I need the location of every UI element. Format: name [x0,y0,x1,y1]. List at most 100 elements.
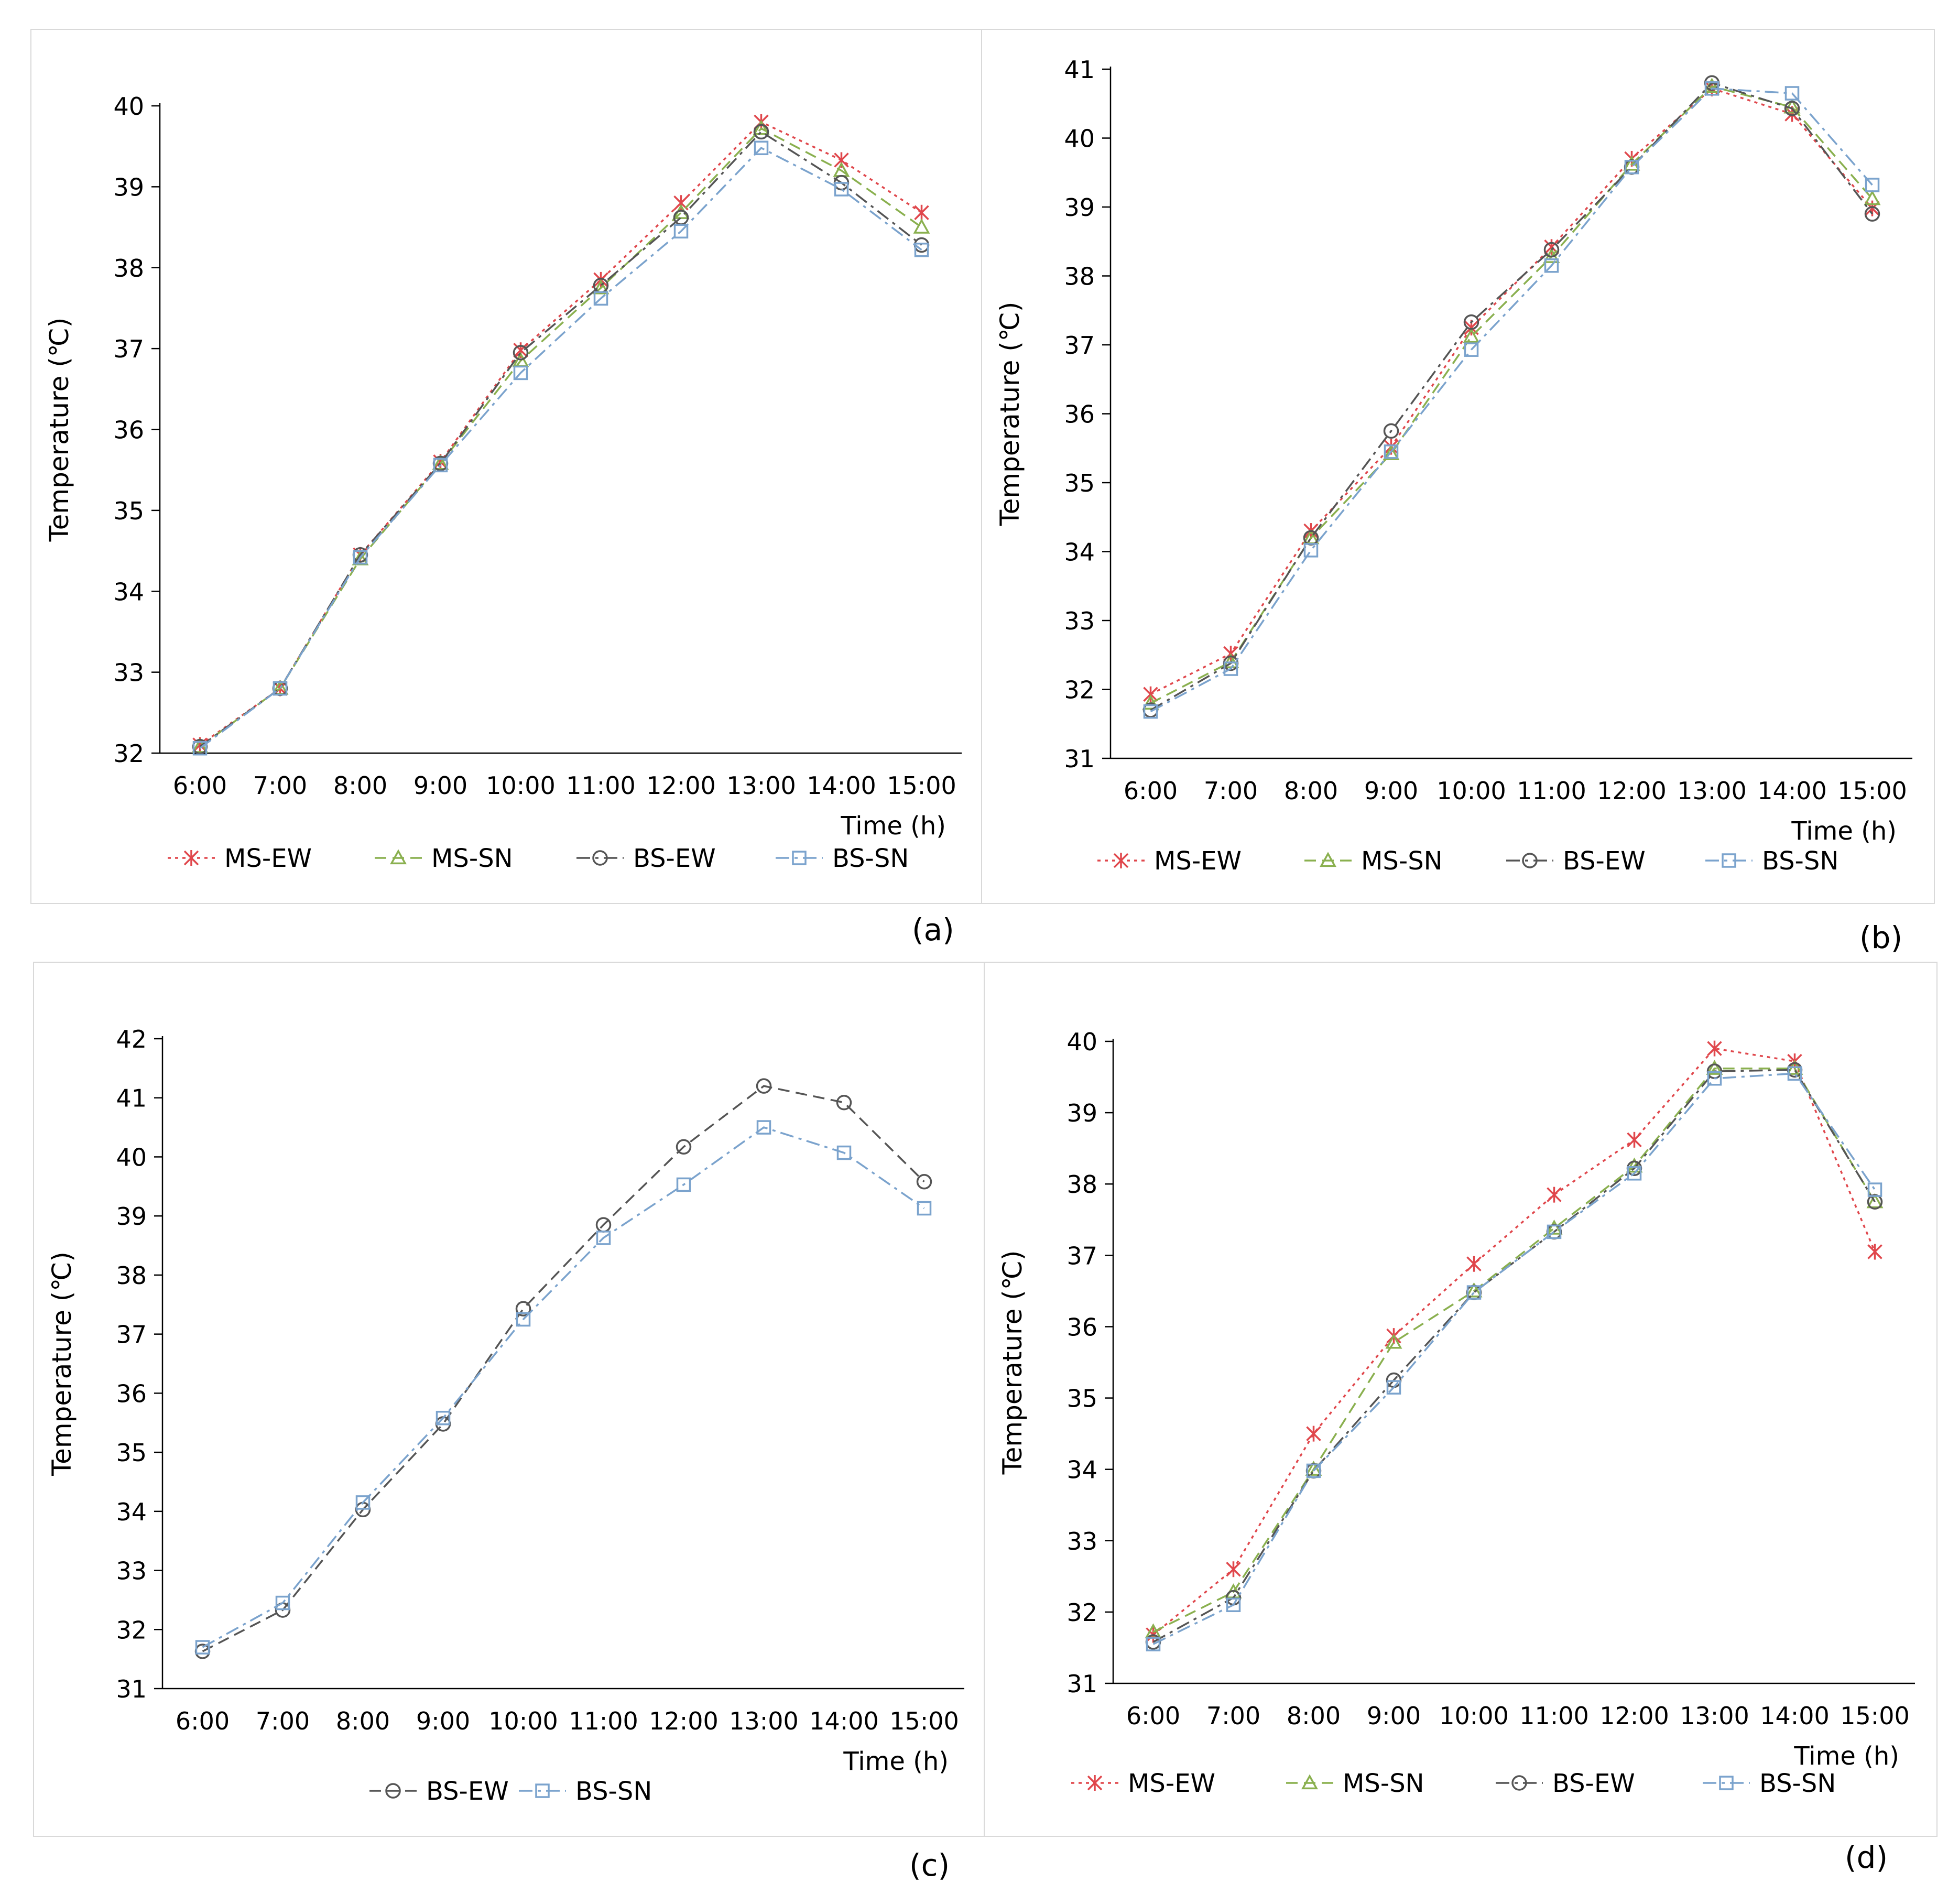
y-tick-label: 35 [1066,1385,1097,1413]
chart-panel-b: 31 32 33 34 35 36 37 38 39 40 41 6:00 7:00 8:00 9:00 10… [981,29,1935,904]
y-tick-label: 32 [1064,676,1095,704]
y-tick-label: 34 [116,1498,147,1526]
chart-panel-d: 31 32 33 34 35 36 37 38 39 40 6:00 7:00 8:00 9:00 10:0… [984,962,1938,1837]
y-tick-label: 33 [1064,607,1095,635]
legend-marker [1320,852,1336,867]
x-axis-label: Time (h) [843,1747,949,1776]
data-point-bs-sn [836,1145,852,1160]
data-point-bs-sn [355,1495,371,1510]
x-tick-label: 15:00 [1837,777,1907,805]
data-point-bs-sn [1865,178,1880,192]
y-tick-label: 33 [113,659,144,687]
y-tick-label: 38 [113,254,144,282]
y-tick-label: 37 [1064,331,1095,360]
series-line-bs-ew [1152,1069,1876,1643]
series-line-ms-ew [1150,87,1873,695]
data-point-ms-sn [432,454,449,470]
data-point-bs-ew [676,1139,692,1155]
legend-label: BS-EW [1552,1769,1635,1798]
y-tick-label: 33 [116,1557,147,1585]
y-tick-label: 37 [113,335,144,363]
legend-marker [1113,853,1129,868]
y-tick-label: 39 [116,1202,147,1231]
data-point-bs-sn [754,140,769,156]
x-tick-label: 14:00 [809,1707,879,1735]
y-tick-label: 38 [1064,263,1095,291]
data-point-bs-sn [1306,1463,1321,1478]
data-point-ms-sn [1864,190,1881,205]
x-tick-label: 12:00 [646,771,716,800]
data-point-bs-sn [433,458,448,473]
y-tick-label: 37 [116,1321,147,1349]
data-point-bs-sn [1384,444,1399,459]
y-tick-label: 39 [113,173,144,201]
data-point-ms-sn [1866,1193,1884,1209]
x-tick-label: 8:00 [333,771,387,800]
series-line-bs-ew [202,1085,925,1652]
legend-label: BS-SN [1762,846,1838,876]
y-axis-label: Temperature (℃) [47,1252,77,1476]
data-point-bs-sn [834,182,849,197]
x-tick-label: 13:00 [1677,777,1747,805]
data-point-ms-sn [1465,1282,1483,1298]
y-tick-label: 41 [1064,56,1095,84]
x-tick-label: 7:00 [1206,1702,1260,1730]
data-point-bs-ew [916,1174,932,1190]
x-tick-label: 13:00 [1680,1702,1749,1730]
y-tick-label: 36 [116,1379,147,1408]
x-tick-label: 9:00 [1367,1702,1421,1730]
data-point-bs-sn [192,741,208,756]
legend-marker [535,1783,550,1798]
data-point-bs-sn [1303,543,1319,558]
data-point-ms-sn [1706,1060,1723,1075]
data-point-ms-sn [592,279,610,295]
x-tick-label: 9:00 [413,771,467,800]
x-tick-label: 7:00 [256,1707,310,1735]
x-tick-label: 13:00 [729,1707,799,1735]
data-point-bs-sn [516,1312,531,1327]
data-point-bs-sn [914,243,929,257]
data-point-bs-ew [836,1094,852,1111]
legend-marker [1087,1775,1103,1791]
series-line-bs-sn [1152,1072,1876,1645]
y-tick-label: 32 [113,739,144,768]
series-line-bs-sn [202,1126,925,1648]
data-point-bs-ew [1383,423,1399,439]
panel-label-c: (c) [909,1847,950,1883]
x-axis-label: Time (h) [1793,1742,1899,1771]
legend-label: BS-EW [426,1777,509,1806]
y-tick-label: 31 [1066,1670,1097,1698]
legend-marker [1722,853,1736,868]
data-point-bs-sn [275,1595,290,1611]
data-point-bs-sn [1627,1166,1642,1181]
series-line-ms-sn [199,127,922,748]
legend-marker [390,849,407,865]
legend-marker [183,850,199,866]
data-point-bs-ew [1864,206,1880,222]
y-axis-label: Temperature (℃) [995,302,1025,527]
series-line-ms-sn [1152,1067,1876,1633]
legend-label: MS-EW [1154,846,1242,876]
y-tick-label: 38 [1066,1170,1097,1199]
x-tick-label: 13:00 [726,771,796,800]
data-point-ms-ew [1707,1040,1722,1057]
legend-label: BS-SN [832,844,909,873]
panel-label-a: (a) [912,912,954,948]
x-tick-label: 8:00 [1284,777,1338,805]
y-tick-label: 35 [113,497,144,525]
panel-label-d: (d) [1845,1840,1888,1875]
series-line-bs-sn [199,147,922,749]
x-tick-label: 6:00 [1126,1702,1180,1730]
y-axis-label: Temperature (℃) [997,1250,1028,1475]
data-point-bs-sn [673,224,689,239]
legend-marker [592,850,608,866]
data-point-bs-ew [756,1078,772,1094]
y-tick-label: 31 [1064,745,1095,773]
chart-panel-c: 31 32 33 34 35 36 37 38 39 40 41 42 6:00 7:00 8:00 9:00… [33,962,987,1837]
data-point-bs-ew [1463,314,1479,330]
data-point-ms-sn [1383,445,1400,460]
x-tick-label: 12:00 [1597,777,1667,805]
data-point-ms-sn [1305,1461,1322,1476]
series-line-ms-ew [1152,1047,1876,1636]
data-point-bs-sn [195,1640,210,1655]
